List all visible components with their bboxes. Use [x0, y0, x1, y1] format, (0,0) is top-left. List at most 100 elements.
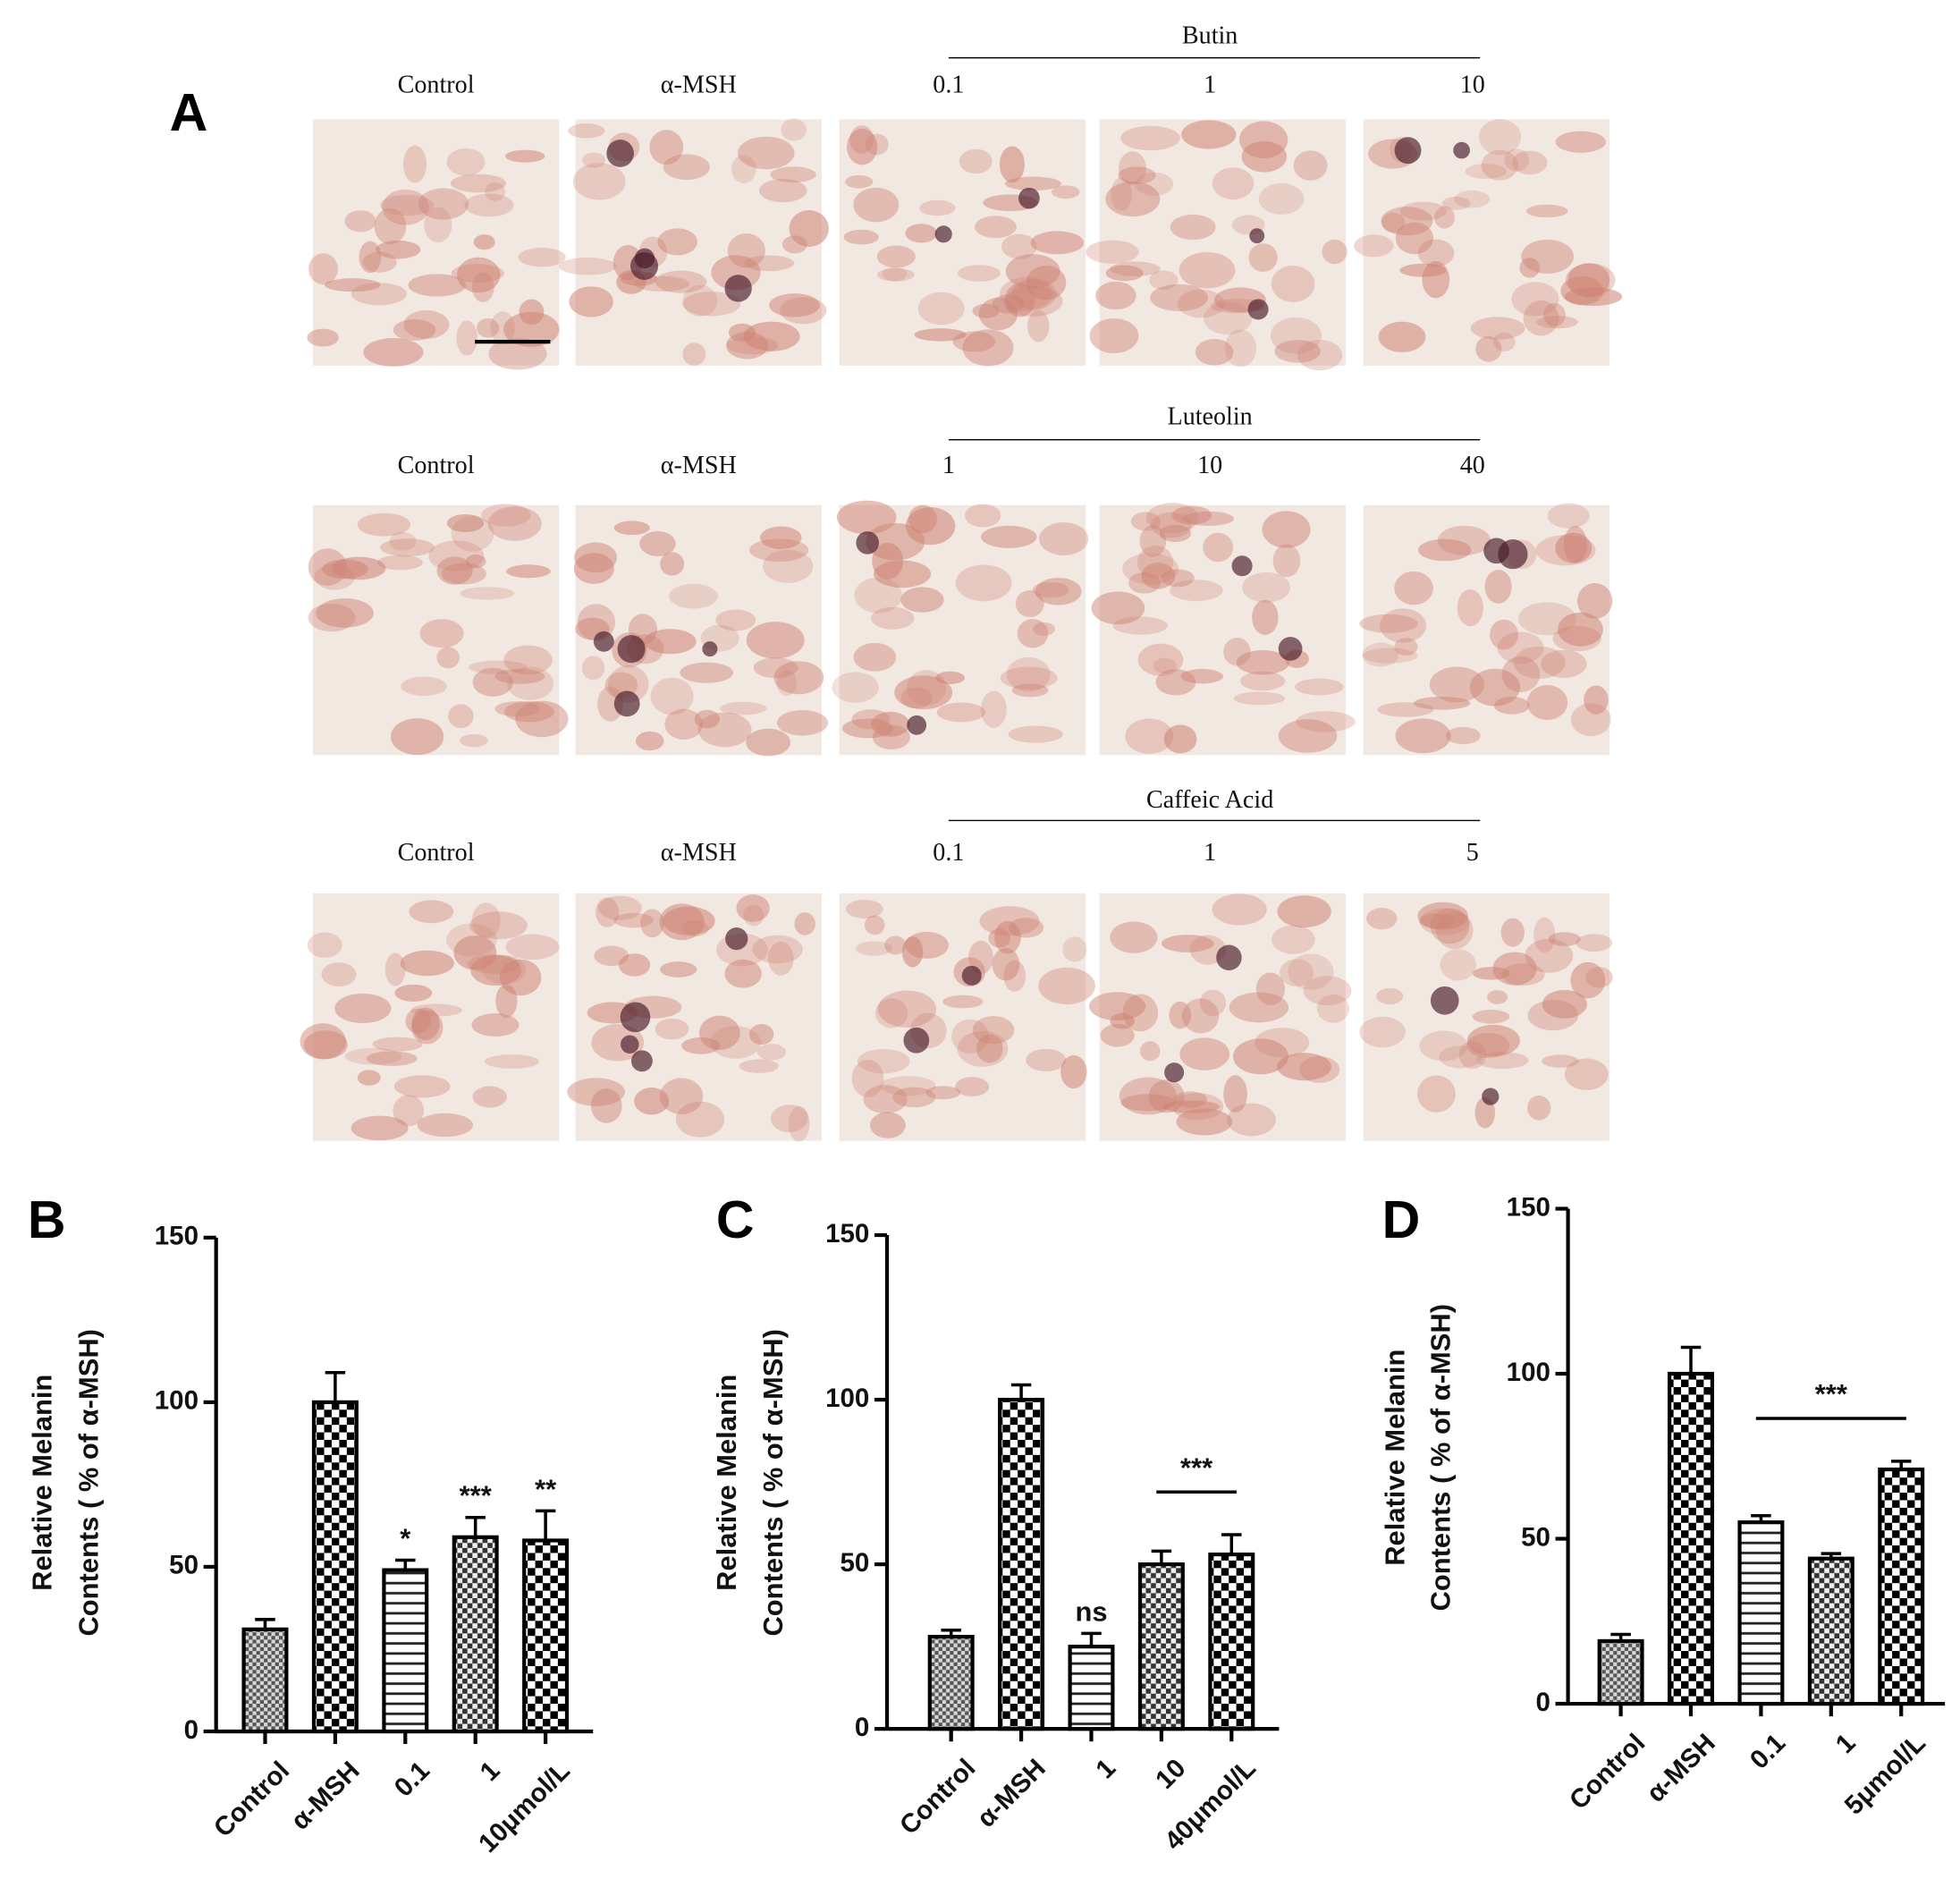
cell [1316, 995, 1350, 1023]
pigmented-cell [724, 275, 752, 302]
cell [485, 182, 506, 201]
cell [380, 538, 435, 557]
cell [1394, 638, 1418, 656]
cell [1155, 669, 1196, 696]
cell [1239, 121, 1288, 159]
cell [660, 552, 685, 576]
pigmented-cell [1018, 187, 1040, 209]
cell [597, 686, 624, 722]
y-tick-label: 50 [1521, 1522, 1550, 1552]
column-label: 1 [1204, 71, 1216, 98]
cell [1297, 339, 1343, 371]
cell [505, 149, 545, 163]
y-axis-title: Contents ( % of α-MSH) [72, 1329, 104, 1636]
cell [411, 1007, 440, 1041]
cell [1130, 512, 1161, 531]
cell [1376, 987, 1404, 1005]
cell [994, 920, 1021, 954]
cell [1381, 212, 1406, 233]
bar [1137, 1562, 1185, 1731]
bar [1597, 1638, 1644, 1706]
cell [727, 233, 765, 268]
error-bar [1151, 1549, 1172, 1565]
cell [1565, 263, 1616, 297]
cell [942, 995, 984, 1009]
cell [746, 622, 805, 659]
cell [1511, 282, 1559, 317]
cell [1203, 532, 1234, 563]
cell [1110, 921, 1158, 953]
cell [1548, 932, 1581, 946]
cell [503, 701, 554, 723]
micrograph [1086, 119, 1348, 371]
y-tick-label: 50 [841, 1548, 870, 1578]
cell [1027, 309, 1050, 343]
cell [472, 1086, 507, 1108]
micrograph [1088, 893, 1352, 1141]
cell [446, 923, 497, 957]
cell [1362, 642, 1399, 667]
cell [1161, 569, 1195, 588]
bar [1737, 1519, 1785, 1706]
cell [1203, 301, 1253, 335]
bar [1668, 1371, 1715, 1706]
pigmented-cell [617, 635, 646, 664]
cell [780, 297, 827, 325]
cell [919, 199, 956, 216]
cell [1179, 1037, 1230, 1071]
cell [1062, 936, 1087, 962]
error-bar [325, 1370, 346, 1402]
cell [351, 283, 407, 306]
cell [1026, 1048, 1067, 1071]
cell [1252, 599, 1279, 636]
cell [572, 163, 626, 200]
pigmented-cell [1394, 137, 1422, 165]
cell [1039, 521, 1089, 556]
column-label: 5 [1466, 839, 1479, 867]
cell [844, 174, 874, 189]
bracket-label: *** [1815, 1378, 1847, 1409]
y-tick-label: 0 [1536, 1688, 1550, 1717]
cell [1564, 1058, 1609, 1090]
cell [660, 961, 697, 978]
bar [241, 1627, 289, 1734]
cell [864, 915, 885, 935]
x-tick-label: 1 [1830, 1728, 1862, 1759]
x-tick-label: 1 [474, 1756, 505, 1787]
cell [675, 1101, 725, 1138]
cell [748, 538, 809, 562]
micrograph [558, 118, 829, 366]
cell [901, 936, 924, 968]
cell [1500, 918, 1525, 947]
pigmented-cell [1278, 637, 1303, 661]
micrograph [573, 504, 829, 757]
cell [1511, 150, 1548, 175]
cell [446, 148, 486, 176]
cell [1086, 240, 1139, 264]
cell [1008, 918, 1044, 938]
cell [613, 912, 654, 928]
x-tick-label: Control [208, 1756, 296, 1842]
cell [1060, 1054, 1087, 1089]
cell [1148, 1079, 1185, 1113]
cell [1377, 702, 1434, 717]
y-axis-title: Contents ( % of α-MSH) [757, 1329, 789, 1636]
cell [351, 1115, 409, 1141]
cell [1472, 1010, 1510, 1024]
cell [731, 155, 756, 183]
cell [634, 275, 690, 292]
cell [372, 1037, 423, 1052]
cell [469, 660, 528, 674]
error-bar [1010, 1383, 1032, 1401]
pigmented-cell [1164, 1062, 1185, 1083]
cell [1542, 1054, 1579, 1068]
cell [1004, 176, 1062, 191]
column-label: 10 [1460, 71, 1485, 98]
cell [979, 906, 1040, 936]
panel-label: B [28, 1190, 66, 1249]
cell [770, 166, 816, 183]
cell [494, 701, 540, 717]
cell [1470, 317, 1525, 340]
cell [1399, 201, 1447, 221]
pigmented-cell [630, 251, 659, 280]
